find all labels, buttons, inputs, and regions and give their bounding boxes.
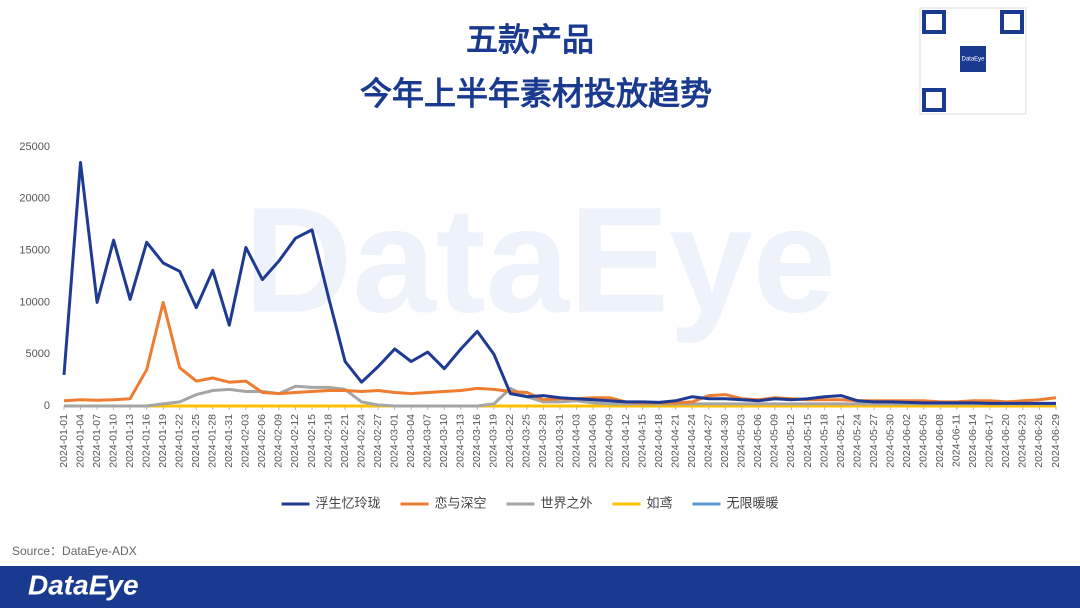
x-tick-label: 2024-04-21 (670, 414, 682, 468)
plot: 0 5000 10000 15000 20000 25000 2024-01-01 2024-… (19, 141, 1061, 511)
watermark: DataEye (244, 176, 836, 344)
x-tick-label: 2024-04-06 (587, 414, 599, 468)
x-tick-label: 2024-03-13 (455, 414, 467, 468)
x-tick-label: 2024-01-22 (174, 414, 186, 468)
x-tick-label: 2024-01-19 (157, 414, 169, 468)
x-tick-label: 2024-01-07 (91, 414, 103, 468)
chart-subtitle: 今年上半年素材投放趋势 (360, 75, 712, 111)
y-tick-label: 15000 (19, 245, 50, 257)
x-tick-label: 2024-04-03 (570, 414, 582, 468)
x-tick-label: 2024-06-05 (918, 414, 930, 468)
x-tick-label: 2024-02-15 (306, 414, 318, 468)
x-tick-label: 2024-04-09 (603, 414, 615, 468)
x-tick-label: 2024-01-25 (190, 414, 202, 468)
y-tick-label: 5000 (26, 348, 50, 360)
x-tick-label: 2024-05-03 (736, 414, 748, 468)
y-tick-label: 25000 (19, 141, 50, 153)
x-tick-label: 2024-04-15 (636, 414, 648, 468)
x-tick-label: 2024-06-29 (1050, 414, 1062, 468)
x-tick-label: 2024-03-16 (471, 414, 483, 468)
x-tick-label: 2024-02-18 (322, 414, 334, 468)
x-tick-label: 2024-05-24 (851, 414, 863, 468)
x-tick-label: 2024-04-24 (686, 414, 698, 468)
x-tick-label: 2024-03-28 (537, 414, 549, 468)
qr-label: DataEye (961, 57, 985, 63)
x-tick-label: 2024-04-30 (719, 414, 731, 468)
footer-bar (0, 566, 1080, 608)
x-tick-label: 2024-05-18 (818, 414, 830, 468)
x-tick-label: 2024-01-04 (74, 414, 86, 468)
x-tick-label: 2024-05-06 (752, 414, 764, 468)
y-tick-label: 10000 (19, 296, 50, 308)
x-tick-label: 2024-06-20 (1000, 414, 1012, 468)
x-tick-label: 2024-04-27 (703, 414, 715, 468)
legend-label: 如鸢 (647, 495, 673, 510)
x-tick-label: 2024-02-03 (240, 414, 252, 468)
x-tick-label: 2024-02-12 (289, 414, 301, 468)
x-tick-label: 2024-01-16 (140, 414, 152, 468)
x-tick-label: 2024-01-31 (223, 414, 235, 468)
x-tick-label: 2024-05-12 (785, 414, 797, 468)
x-tick-label: 2024-06-08 (934, 414, 946, 468)
legend-label: 恋与深空 (435, 495, 487, 510)
x-tick-label: 2024-03-31 (554, 414, 566, 468)
series-line (62, 161, 1056, 405)
x-tick-label: 2024-05-09 (769, 414, 781, 468)
x-tick-label: 2024-02-27 (372, 414, 384, 468)
x-tick-label: 2024-01-01 (58, 414, 70, 468)
x-tick-label: 2024-05-21 (835, 414, 847, 468)
x-tick-label: 2024-01-28 (207, 414, 219, 468)
x-tick-label: 2024-06-26 (1033, 414, 1045, 468)
x-tick-label: 2024-03-07 (422, 414, 434, 468)
x-tick-label: 2024-03-25 (521, 414, 533, 468)
source: Source：DataEye-ADX (12, 544, 137, 558)
x-tick-label: 2024-03-04 (405, 414, 417, 468)
x-tick-label: 2024-02-09 (273, 414, 285, 468)
x-tick-label: 2024-03-01 (388, 414, 400, 468)
legend-label: 浮生忆玲珑 (316, 495, 381, 510)
series-line (64, 384, 1056, 408)
x-tick-label: 2024-06-14 (967, 414, 979, 468)
footer-brand: DataEye (28, 569, 139, 600)
x-tick-label: 2024-06-23 (1017, 414, 1029, 468)
x-tick-label: 2024-02-24 (355, 414, 367, 468)
x-tick-label: 2024-01-10 (107, 414, 119, 468)
x-tick-label: 2024-05-30 (884, 414, 896, 468)
x-tick-label: 2024-01-13 (124, 414, 136, 468)
x-tick-label: 2024-02-21 (339, 414, 351, 468)
x-tick-label: 2024-06-17 (984, 414, 996, 468)
y-tick-label: 20000 (19, 193, 50, 205)
legend-label: 无限暖暖 (727, 495, 779, 510)
chart-title: 五款产品 (466, 21, 594, 57)
x-tick-label: 2024-06-11 (951, 414, 963, 467)
x-tick-label: 2024-05-15 (802, 414, 814, 468)
x-tick-label: 2024-04-12 (620, 414, 632, 468)
x-tick-label: 2024-03-22 (504, 414, 516, 468)
x-tick-label: 2024-02-06 (256, 414, 268, 468)
x-tick-label: 2024-03-19 (488, 414, 500, 468)
x-tick-label: 2024-05-27 (868, 414, 880, 468)
qr-code: DataEye (919, 7, 1027, 115)
x-tick-label: 2024-03-10 (438, 414, 450, 468)
y-tick-label: 0 (44, 400, 50, 412)
x-tick-label: 2024-04-18 (653, 414, 665, 468)
legend-label: 世界之外 (541, 495, 593, 510)
x-tick-label: 2024-06-02 (901, 414, 913, 468)
